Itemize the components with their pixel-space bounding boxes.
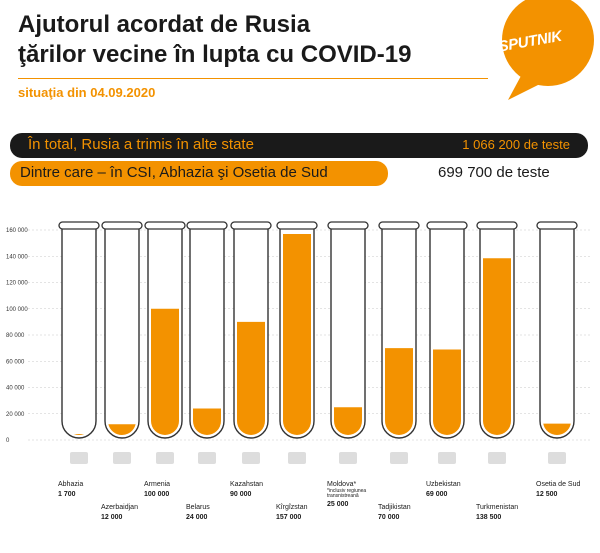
flag-azerbaijan-icon xyxy=(113,452,131,464)
country-value-5: 157 000 xyxy=(276,514,301,521)
title-divider xyxy=(18,78,488,79)
sputnik-logo-shape xyxy=(502,0,594,100)
cis-tests-banner: Dintre care – în CSI, Abhazia şi Osetia … xyxy=(10,161,388,186)
country-value-10: 12 500 xyxy=(536,491,558,498)
country-name-6: Moldova* xyxy=(327,481,356,488)
flag-uzbekistan-icon xyxy=(438,452,456,464)
country-value-2: 100 000 xyxy=(144,491,169,498)
test-tube-1 xyxy=(104,228,140,439)
y-tick-label: 20 000 xyxy=(6,412,25,418)
cis-tests-label: Dintre care – în CSI, Abhazia şi Osetia … xyxy=(20,164,328,181)
test-tube-rim-3 xyxy=(186,221,228,230)
test-tube-rim-5 xyxy=(276,221,318,230)
test-tube-rim-2 xyxy=(144,221,186,230)
cis-tests-value: 699 700 de teste xyxy=(438,164,550,181)
flag-south-ossetia-icon xyxy=(548,452,566,464)
country-name-3: Belarus xyxy=(186,504,210,511)
country-value-4: 90 000 xyxy=(230,491,252,498)
test-tube-rim-4 xyxy=(230,221,272,230)
y-tick-label: 100 000 xyxy=(6,307,28,313)
flag-kazakhstan-icon xyxy=(242,452,260,464)
bar-0 xyxy=(73,434,85,436)
flag-abkhazia-icon xyxy=(70,452,88,464)
country-name-4: Kazahstan xyxy=(230,481,263,488)
test-tube-rim-10 xyxy=(536,221,578,230)
bar-6 xyxy=(334,407,362,435)
test-tube-rim-8 xyxy=(426,221,468,230)
country-name-0: Abhazia xyxy=(58,481,83,488)
country-note-6: *inclusiv regiunea xyxy=(327,488,366,494)
y-tick-label: 80 000 xyxy=(6,333,25,339)
country-name-5: Kîrgîzstan xyxy=(276,504,308,511)
y-tick-label: 120 000 xyxy=(6,281,28,287)
test-tube-10 xyxy=(539,228,575,439)
country-value-3: 24 000 xyxy=(186,514,208,521)
page-title: Ajutorul acordat de Rusia ţărilor vecine… xyxy=(18,10,488,70)
bar-7 xyxy=(385,348,413,435)
flag-tajikistan-icon xyxy=(390,452,408,464)
title-line-1: Ajutorul acordat de Rusia xyxy=(18,11,311,38)
y-tick-label: 40 000 xyxy=(6,386,25,392)
bar-2 xyxy=(151,308,179,435)
country-name-1: Azerbaidjan xyxy=(101,504,138,511)
test-tube-3 xyxy=(189,228,225,439)
country-name-2: Armenia xyxy=(144,481,170,488)
y-tick-label: 140 000 xyxy=(6,254,28,260)
country-name-8: Uzbekistan xyxy=(426,481,461,488)
flag-armenia-icon xyxy=(156,452,174,464)
flag-belarus-icon xyxy=(198,452,216,464)
flag-moldova-icon xyxy=(339,452,357,464)
y-tick-label: 0 xyxy=(6,438,10,444)
bar-8 xyxy=(433,349,461,435)
test-tube-rim-0 xyxy=(58,221,100,230)
country-name-7: Tadjikistan xyxy=(378,504,411,511)
country-value-8: 69 000 xyxy=(426,491,448,498)
test-tube-rim-7 xyxy=(378,221,420,230)
country-name-9: Turkmenistan xyxy=(476,504,518,511)
country-value-7: 70 000 xyxy=(378,514,400,521)
test-tube-rim-1 xyxy=(101,221,143,230)
country-note-6-b: transnistreană xyxy=(327,493,359,499)
bar-1 xyxy=(108,424,136,436)
test-tube-6 xyxy=(330,228,366,439)
bar-10 xyxy=(543,423,571,435)
flag-kyrgyzstan-icon xyxy=(288,452,306,464)
bar-5 xyxy=(283,233,311,435)
bar-9 xyxy=(483,258,511,435)
total-tests-banner: În total, Rusia a trimis în alte state 1… xyxy=(10,133,588,158)
y-tick-label: 60 000 xyxy=(6,359,25,365)
test-tube-rim-9 xyxy=(476,221,518,230)
title-line-2: ţărilor vecine în lupta cu COVID-19 xyxy=(18,41,412,68)
date-subtitle: situaţia din 04.09.2020 xyxy=(18,85,156,100)
country-value-9: 138 500 xyxy=(476,514,501,521)
total-tests-value: 1 066 200 de teste xyxy=(462,137,570,152)
test-tube-rim-6 xyxy=(327,221,369,230)
total-tests-label: În total, Rusia a trimis în alte state xyxy=(28,136,254,153)
country-value-6: 25 000 xyxy=(327,501,349,508)
country-value-1: 12 000 xyxy=(101,514,123,521)
bar-4 xyxy=(237,321,265,435)
flag-turkmenistan-icon xyxy=(488,452,506,464)
bar-3 xyxy=(193,408,221,435)
country-value-0: 1 700 xyxy=(58,491,76,498)
y-tick-label: 160 000 xyxy=(6,228,28,234)
test-tube-0 xyxy=(61,228,97,439)
country-name-10: Osetia de Sud xyxy=(536,481,580,488)
sputnik-logo: SPUTNIK xyxy=(488,0,600,100)
